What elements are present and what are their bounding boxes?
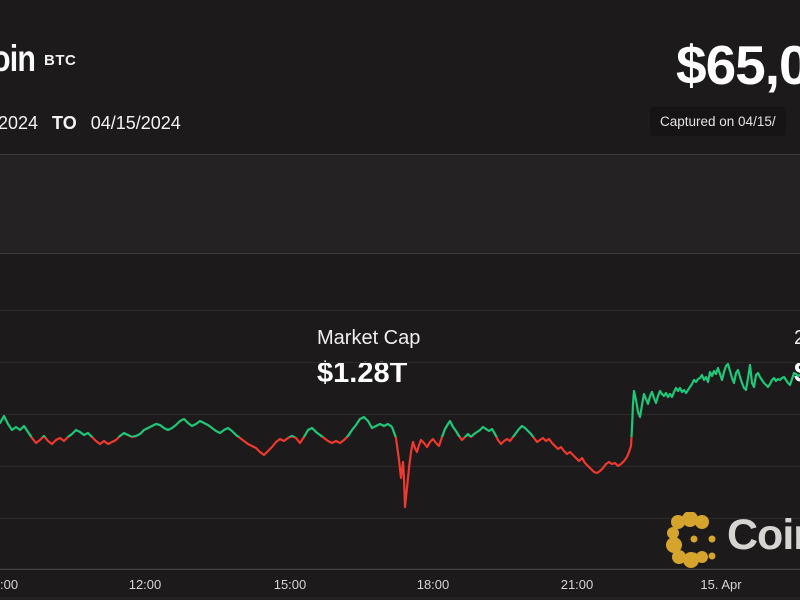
date-to: 04/15/2024 bbox=[90, 113, 181, 133]
x-tick-label: 12:00 bbox=[128, 577, 162, 592]
stat-label: Market Cap bbox=[317, 327, 421, 349]
watermark-text: Coin bbox=[727, 511, 800, 559]
stat-value: $ bbox=[794, 357, 800, 390]
gridlines bbox=[0, 310, 800, 519]
stat-label: 2 bbox=[794, 327, 800, 349]
x-axis-labels: :00 12:00 15:00 18:00 21:00 15. Apr bbox=[0, 577, 800, 597]
watermark: Coin bbox=[664, 512, 800, 568]
x-tick-label: 18:00 bbox=[416, 577, 450, 592]
asset-symbol: BTC bbox=[44, 52, 77, 69]
x-tick-label: 15. Apr bbox=[700, 577, 742, 592]
price-line-up-segment bbox=[0, 362, 800, 437]
captured-timestamp-badge: Captured on 04/15/ bbox=[650, 107, 786, 136]
date-separator: TO bbox=[52, 113, 77, 133]
date-range: 2024 TO 04/15/2024 bbox=[0, 113, 181, 134]
bottom-divider bbox=[0, 597, 800, 600]
date-from: 2024 bbox=[0, 113, 39, 133]
x-tick-label: :00 bbox=[0, 577, 19, 592]
price-chart bbox=[0, 310, 800, 570]
x-tick-label: 21:00 bbox=[560, 577, 594, 592]
x-tick-label: 15:00 bbox=[273, 577, 307, 592]
asset-name: oin bbox=[0, 38, 36, 79]
coindesk-logo-icon bbox=[666, 512, 716, 568]
stat-right-clipped: 2 $ bbox=[794, 327, 800, 390]
stats-band: Market Cap $1.28T 2 $ bbox=[0, 154, 800, 389]
current-price: $65,0 bbox=[676, 34, 800, 96]
